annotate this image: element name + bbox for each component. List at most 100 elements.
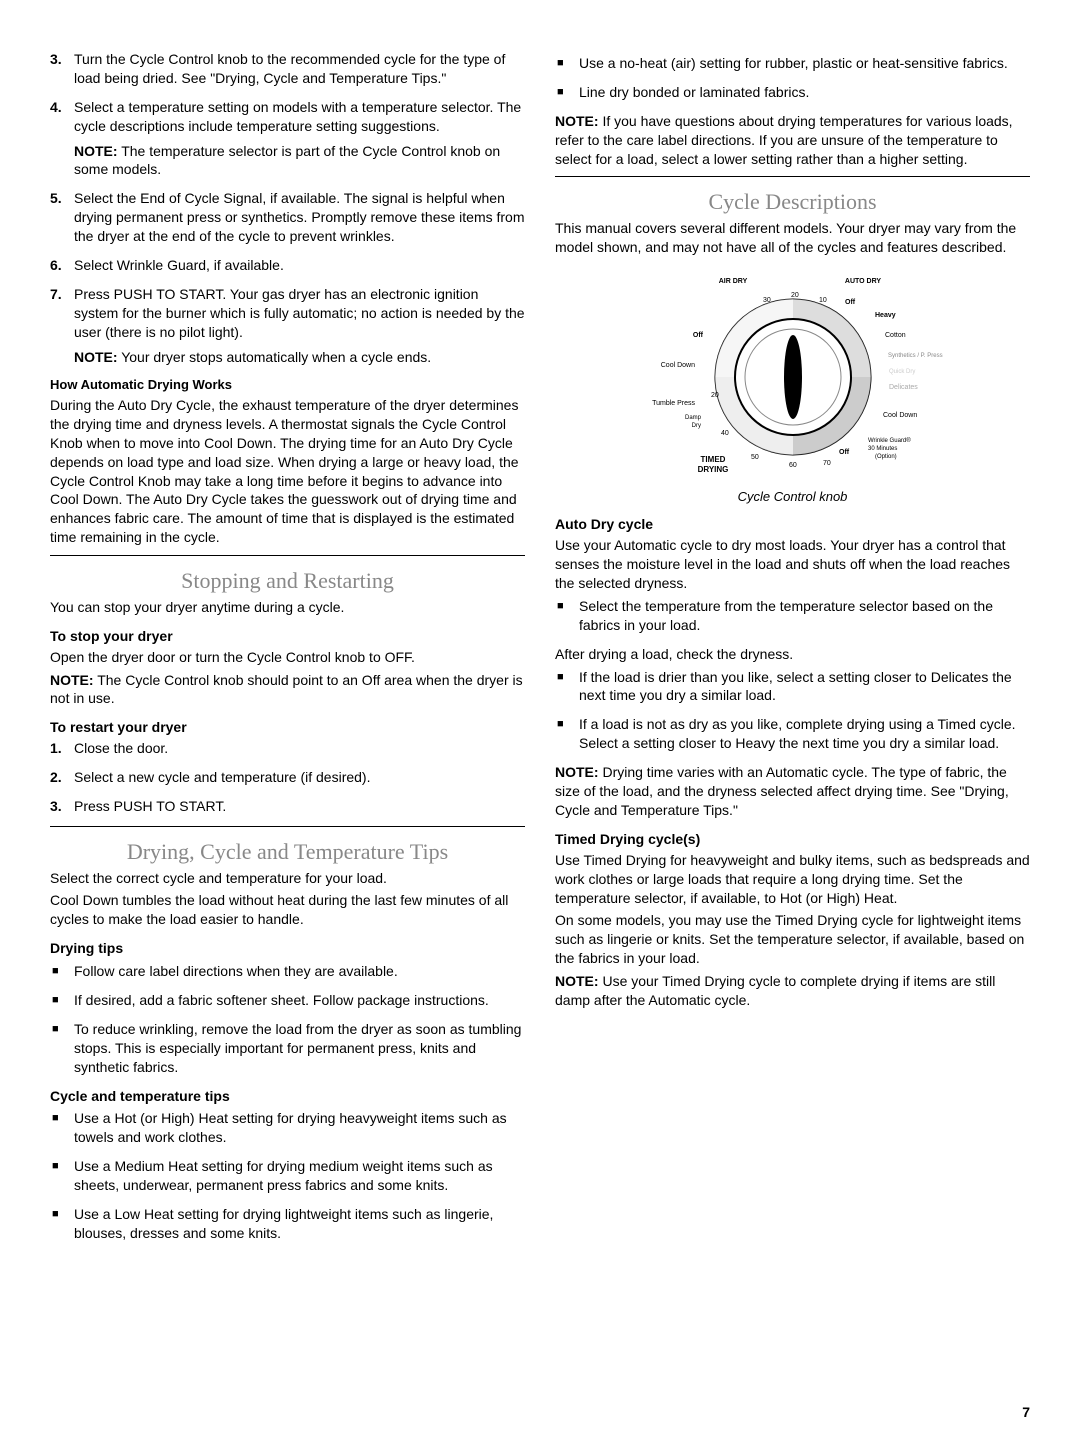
adc-p2: After drying a load, check the dryness. xyxy=(555,645,1030,664)
restart-steps: Close the door. Select a new cycle and t… xyxy=(50,739,525,816)
dial-timed1: TIMED xyxy=(700,455,725,464)
note-label: NOTE: xyxy=(555,973,599,989)
dial-auto-dry: AUTO DRY xyxy=(844,278,881,285)
right-column: Use a no-heat (air) setting for rubber, … xyxy=(555,50,1030,1253)
step-text: Select Wrinkle Guard, if available. xyxy=(74,257,284,273)
dct-p2: Cool Down tumbles the load without heat … xyxy=(50,891,525,929)
ct-tips-heading: Cycle and temperature tips xyxy=(50,1087,525,1106)
cycle-desc-heading: Cycle Descriptions xyxy=(555,187,1030,217)
dial-n60: 60 xyxy=(789,462,797,469)
sr-stop-note: NOTE: The Cycle Control knob should poin… xyxy=(50,671,525,709)
note-label: NOTE: xyxy=(50,672,94,688)
dial-n20b: 20 xyxy=(711,392,719,399)
dial-timed2: DRYING xyxy=(697,465,728,474)
tdc-note: NOTE: Use your Timed Drying cycle to com… xyxy=(555,972,1030,1010)
step-text: Select a temperature setting on models w… xyxy=(74,99,521,134)
dial-svg: AIR DRY AUTO DRY Heavy Cotton Synthetics… xyxy=(613,267,973,477)
dial-n30: 30 xyxy=(763,297,771,304)
step-3: Turn the Cycle Control knob to the recom… xyxy=(50,50,525,88)
initial-steps-list: Turn the Cycle Control knob to the recom… xyxy=(50,50,525,366)
drying-tips-heading: Drying tips xyxy=(50,939,525,958)
dct-p1: Select the correct cycle and temperature… xyxy=(50,869,525,888)
step-text: Turn the Cycle Control knob to the recom… xyxy=(74,51,505,86)
dial-cotton: Cotton xyxy=(885,332,906,339)
step-6: Select Wrinkle Guard, if available. xyxy=(50,256,525,275)
how-works-body: During the Auto Dry Cycle, the exhaust t… xyxy=(50,396,525,547)
item-text: If desired, add a fabric softener sheet.… xyxy=(74,992,489,1008)
dial-quick: Quick Dry xyxy=(889,369,915,375)
note-text: Drying time varies with an Automatic cyc… xyxy=(555,764,1009,818)
step-text: Select a new cycle and temperature (if d… xyxy=(74,769,370,785)
restart-step: Select a new cycle and temperature (if d… xyxy=(50,768,525,787)
dial-damp: Damp xyxy=(684,415,701,421)
list-item: If a load is not as dry as you like, com… xyxy=(555,715,1030,753)
dial-off-br: Off xyxy=(839,449,850,456)
item-text: Follow care label directions when they a… xyxy=(74,963,398,979)
tdc-p1: Use Timed Drying for heavyweight and bul… xyxy=(555,851,1030,908)
step-text: Close the door. xyxy=(74,740,168,756)
dial-off-t: Off xyxy=(845,299,856,306)
tdc-p2: On some models, you may use the Timed Dr… xyxy=(555,911,1030,968)
dial-n70: 70 xyxy=(823,460,831,467)
dct-heading: Drying, Cycle and Temperature Tips xyxy=(50,837,525,867)
dial-damp2: Dry xyxy=(691,423,700,429)
item-text: If the load is drier than you like, sele… xyxy=(579,669,1012,704)
top-bullets: Use a no-heat (air) setting for rubber, … xyxy=(555,54,1030,102)
dial-air-dry: AIR DRY xyxy=(718,278,747,285)
top-note: NOTE: If you have questions about drying… xyxy=(555,112,1030,169)
ct-tips-list: Use a Hot (or High) Heat setting for dry… xyxy=(50,1109,525,1242)
list-item: Use a Medium Heat setting for drying med… xyxy=(50,1157,525,1195)
dial-cooldown-r: Cool Down xyxy=(883,412,917,419)
how-works-heading: How Automatic Drying Works xyxy=(50,376,525,394)
page-number: 7 xyxy=(50,1403,1030,1422)
item-text: Use a no-heat (air) setting for rubber, … xyxy=(579,55,1008,71)
adc-heading: Auto Dry cycle xyxy=(555,515,1030,534)
dial-tumble: Tumble Press xyxy=(652,400,695,407)
dial-n40: 40 xyxy=(721,430,729,437)
item-text: To reduce wrinkling, remove the load fro… xyxy=(74,1021,521,1075)
left-column: Turn the Cycle Control knob to the recom… xyxy=(50,50,525,1253)
adc-p1: Use your Automatic cycle to dry most loa… xyxy=(555,536,1030,593)
dial-wrinkle2: 30 Minutes xyxy=(868,446,897,452)
item-text: Use a Medium Heat setting for drying med… xyxy=(74,1158,493,1193)
adc-list2: If the load is drier than you like, sele… xyxy=(555,668,1030,754)
sr-stop-heading: To stop your dryer xyxy=(50,627,525,646)
dial-wrinkle: Wrinkle Guard® xyxy=(868,437,911,444)
list-item: To reduce wrinkling, remove the load fro… xyxy=(50,1020,525,1077)
note-label: NOTE: xyxy=(74,143,118,159)
adc-note: NOTE: Drying time varies with an Automat… xyxy=(555,763,1030,820)
sr-intro: You can stop your dryer anytime during a… xyxy=(50,598,525,617)
list-item: Follow care label directions when they a… xyxy=(50,962,525,981)
divider xyxy=(50,826,525,827)
dial-delicates: Delicates xyxy=(889,384,918,391)
adc-list1: Select the temperature from the temperat… xyxy=(555,597,1030,635)
list-item: Select the temperature from the temperat… xyxy=(555,597,1030,635)
cycle-control-dial: AIR DRY AUTO DRY Heavy Cotton Synthetics… xyxy=(555,267,1030,482)
item-text: Select the temperature from the temperat… xyxy=(579,598,993,633)
item-text: Use a Low Heat setting for drying lightw… xyxy=(74,1206,493,1241)
dial-n20a: 20 xyxy=(791,292,799,299)
sr-restart-heading: To restart your dryer xyxy=(50,718,525,737)
dial-n10: 10 xyxy=(819,297,827,304)
divider xyxy=(555,176,1030,177)
dial-n50: 50 xyxy=(751,454,759,461)
note-text: The Cycle Control knob should point to a… xyxy=(50,672,523,707)
list-item: Line dry bonded or laminated fabrics. xyxy=(555,83,1030,102)
note-text: Use your Timed Drying cycle to complete … xyxy=(555,973,995,1008)
step-text: Press PUSH TO START. xyxy=(74,798,226,814)
note-text: If you have questions about drying tempe… xyxy=(555,113,1013,167)
list-item: If desired, add a fabric softener sheet.… xyxy=(50,991,525,1010)
dial-syn: Synthetics / P. Press xyxy=(888,353,943,359)
note-text: The temperature selector is part of the … xyxy=(74,143,500,178)
note-text: Your dryer stops automatically when a cy… xyxy=(121,349,431,365)
drying-tips-list: Follow care label directions when they a… xyxy=(50,962,525,1076)
dial-off-l: Off xyxy=(692,332,703,339)
dial-caption: Cycle Control knob xyxy=(555,488,1030,506)
step-note: NOTE: Your dryer stops automatically whe… xyxy=(74,348,525,367)
note-label: NOTE: xyxy=(555,764,599,780)
item-text: If a load is not as dry as you like, com… xyxy=(579,716,1016,751)
list-item: Use a Hot (or High) Heat setting for dry… xyxy=(50,1109,525,1147)
dial-heavy: Heavy xyxy=(875,312,896,319)
item-text: Use a Hot (or High) Heat setting for dry… xyxy=(74,1110,507,1145)
step-4: Select a temperature setting on models w… xyxy=(50,98,525,180)
